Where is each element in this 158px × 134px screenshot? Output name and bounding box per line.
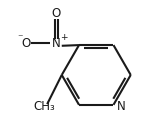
Text: +: + [60,33,67,42]
Text: N: N [117,100,126,113]
Text: O: O [52,8,61,21]
Text: N: N [52,37,61,50]
Text: CH₃: CH₃ [34,100,55,113]
Text: ⁻: ⁻ [17,33,23,43]
Text: O: O [21,37,31,50]
